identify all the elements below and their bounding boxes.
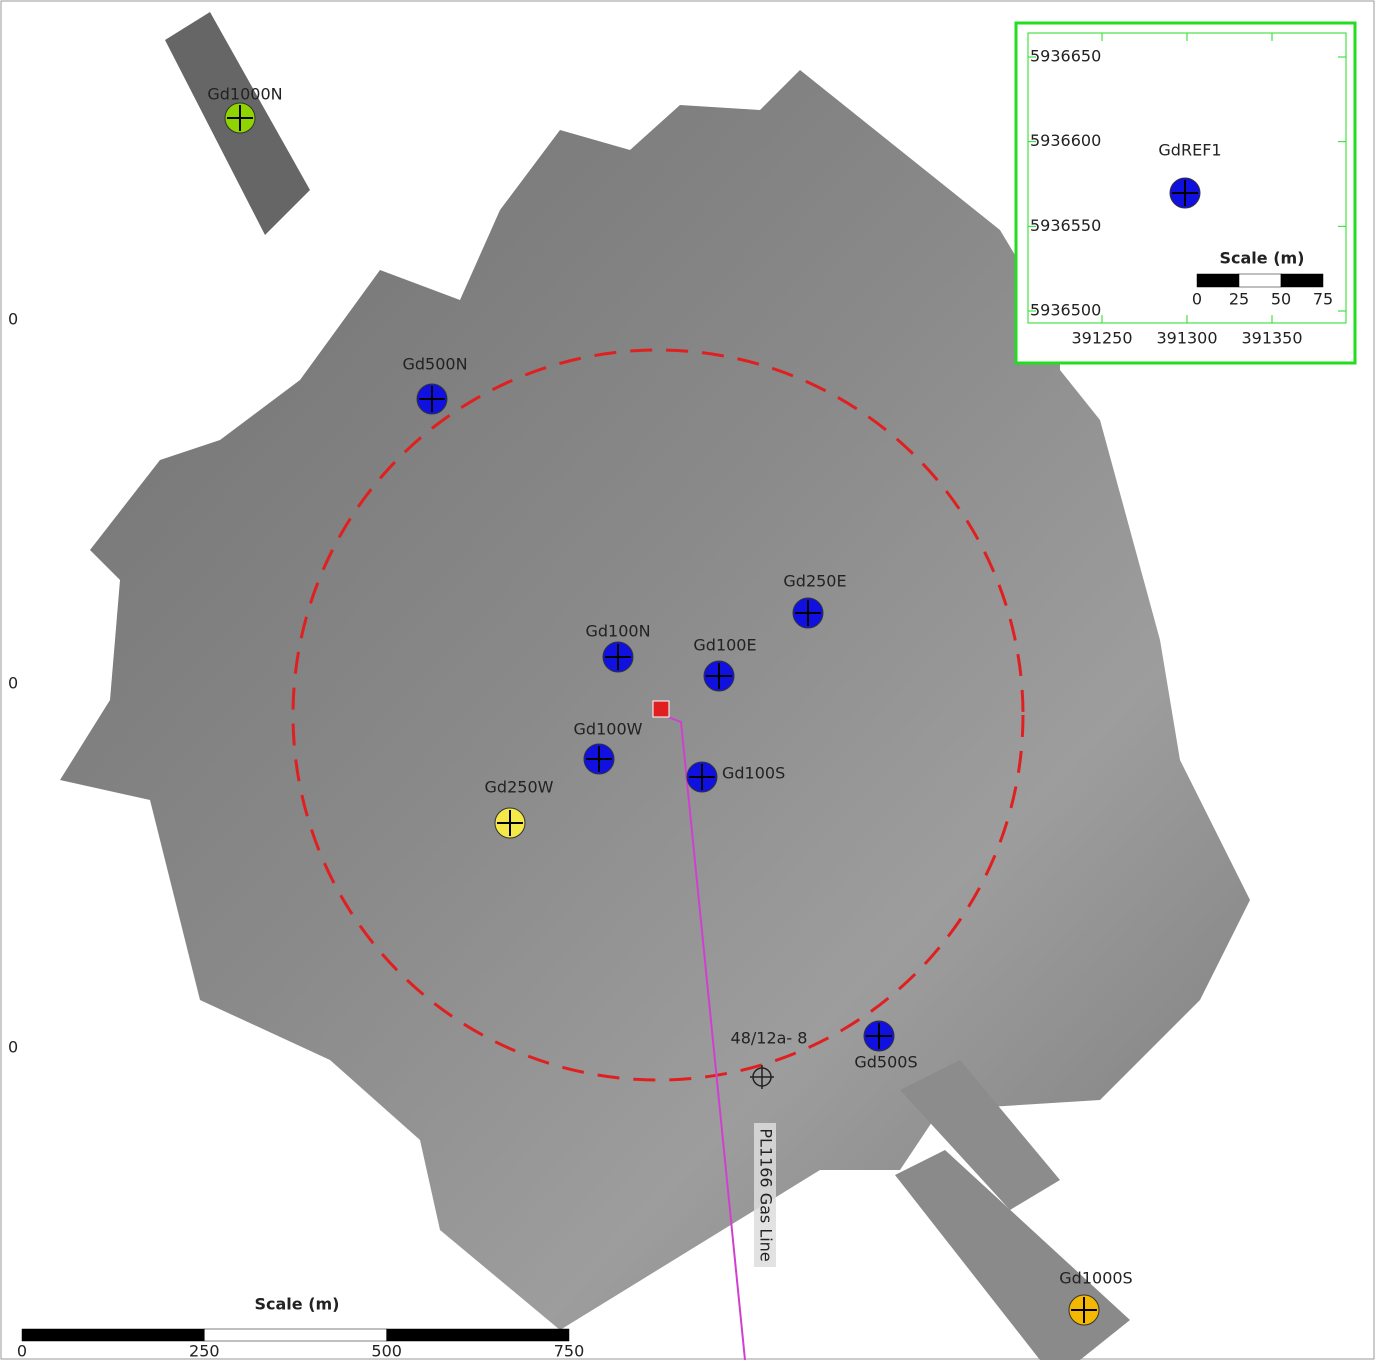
inset-y-label: 5936600 xyxy=(1030,131,1101,150)
scale-label: 0 xyxy=(17,1342,27,1361)
scale-segment xyxy=(22,1329,204,1341)
scale-label: 250 xyxy=(189,1342,220,1361)
station-label: Gd100S xyxy=(722,764,785,783)
wellhead xyxy=(653,701,669,717)
well-label: 48/12a- 8 xyxy=(731,1029,808,1048)
inset-scale-segment xyxy=(1281,274,1323,287)
station-marker xyxy=(584,744,614,774)
station-marker xyxy=(225,103,255,133)
station-label: Gd100N xyxy=(585,622,650,641)
inset-scale-segment xyxy=(1239,274,1281,287)
inset-scale-label: 50 xyxy=(1271,290,1291,309)
station-marker xyxy=(495,808,525,838)
scale-segment xyxy=(387,1329,569,1341)
inset-y-label: 5936650 xyxy=(1030,47,1101,66)
scale-segment xyxy=(204,1329,386,1341)
station-marker xyxy=(704,661,734,691)
inset-x-label: 391350 xyxy=(1241,329,1302,348)
station-marker xyxy=(603,642,633,672)
map: 48/12a- 8 PL1166 Gas Line 0 0 0 Gd1000N Gd50… xyxy=(0,0,1375,1360)
station-label: Gd250W xyxy=(485,778,554,797)
station-label: Gd1000N xyxy=(207,85,282,104)
inset-y-label: 5936500 xyxy=(1030,301,1101,320)
inset-scale-label: 0 xyxy=(1192,290,1202,309)
station-marker xyxy=(687,762,717,792)
station-marker xyxy=(793,598,823,628)
station-label: Gd500S xyxy=(854,1053,917,1072)
station-marker xyxy=(864,1021,894,1051)
inset-x-label: 391250 xyxy=(1071,329,1132,348)
inset-scale-label: 25 xyxy=(1229,290,1249,309)
station-label: Gd100W xyxy=(574,720,643,739)
inset-y-label: 5936550 xyxy=(1030,216,1101,235)
station-label: Gd500N xyxy=(402,355,467,374)
station-label: Gd250E xyxy=(783,572,846,591)
edge-label: 0 xyxy=(8,674,18,693)
inset-scale-segment xyxy=(1197,274,1239,287)
inset-station-label: GdREF1 xyxy=(1158,141,1221,160)
inset-x-label: 391300 xyxy=(1156,329,1217,348)
scale-label: 500 xyxy=(371,1342,402,1361)
pipeline-label: PL1166 Gas Line xyxy=(757,1128,776,1261)
station-marker xyxy=(1170,178,1200,208)
station-marker xyxy=(417,384,447,414)
station-marker xyxy=(1069,1295,1099,1325)
scale-label: 750 xyxy=(554,1342,585,1361)
inset-scale-label: 75 xyxy=(1313,290,1333,309)
edge-label: 0 xyxy=(8,1038,18,1057)
scale-title: Scale (m) xyxy=(254,1295,339,1314)
edge-label: 0 xyxy=(8,310,18,329)
station-label: Gd100E xyxy=(693,636,756,655)
station-label: Gd1000S xyxy=(1059,1269,1132,1288)
inset-scale-title: Scale (m) xyxy=(1219,249,1304,268)
